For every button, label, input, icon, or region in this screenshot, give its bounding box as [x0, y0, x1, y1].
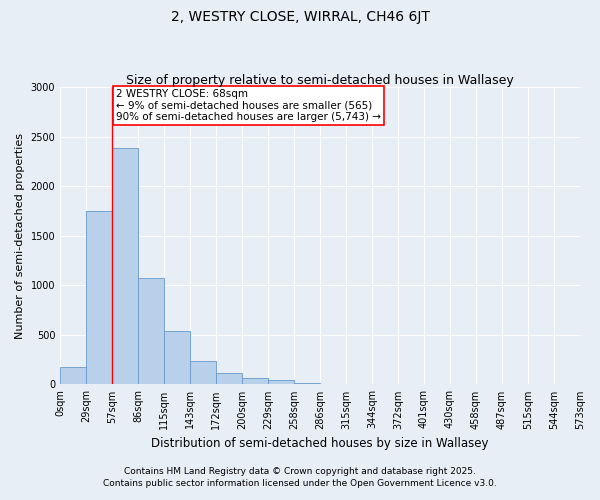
Bar [216, 373, 242, 384]
X-axis label: Distribution of semi-detached houses by size in Wallasey: Distribution of semi-detached houses by … [151, 437, 489, 450]
Bar [294, 383, 320, 384]
Bar [190, 360, 216, 384]
Bar [112, 148, 138, 384]
Text: 2 WESTRY CLOSE: 68sqm
← 9% of semi-detached houses are smaller (565)
90% of semi: 2 WESTRY CLOSE: 68sqm ← 9% of semi-detac… [116, 89, 381, 122]
Bar [242, 378, 268, 384]
Bar [164, 331, 190, 384]
Title: Size of property relative to semi-detached houses in Wallasey: Size of property relative to semi-detach… [126, 74, 514, 87]
Text: 2, WESTRY CLOSE, WIRRAL, CH46 6JT: 2, WESTRY CLOSE, WIRRAL, CH46 6JT [170, 10, 430, 24]
Y-axis label: Number of semi-detached properties: Number of semi-detached properties [15, 132, 25, 338]
Text: Contains HM Land Registry data © Crown copyright and database right 2025.
Contai: Contains HM Land Registry data © Crown c… [103, 466, 497, 487]
Bar [86, 211, 112, 384]
Bar [268, 380, 294, 384]
Bar [138, 278, 164, 384]
Bar [60, 367, 86, 384]
